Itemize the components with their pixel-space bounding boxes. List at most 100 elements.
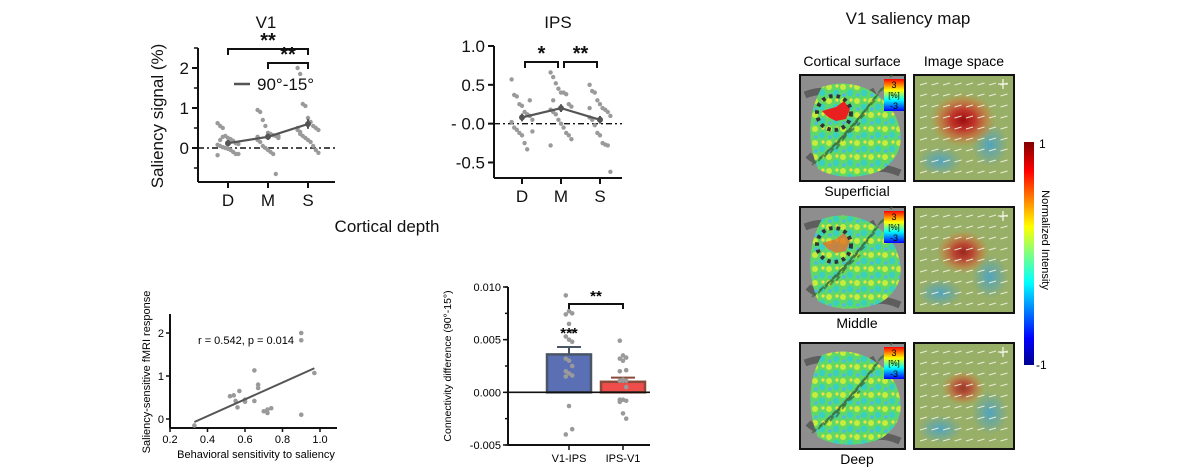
data-point [597,133,603,138]
orientation-bar [965,302,974,306]
orientation-bar [1000,148,1008,152]
orientation-bar [942,372,951,376]
data-point [569,328,575,334]
orientation-bar [1000,93,1008,97]
orientation-bar [931,159,939,163]
v1-ylabel: Saliency signal (%) [148,44,167,189]
orientation-bar [977,302,985,306]
map-title: V1 saliency map [846,9,971,28]
y-tick-label: 1 [180,99,189,118]
orientation-bar [942,427,951,431]
data-point [192,423,197,428]
orientation-bar [965,236,974,240]
orientation-bar [965,170,974,174]
depth-label: Middle [836,315,877,331]
orientation-bar [931,104,939,108]
corr-fit [193,367,315,423]
orientation-bar [977,104,985,108]
orientation-bar [954,148,962,152]
orientation-bar [942,350,951,354]
orientation-bar [931,383,939,387]
data-point [608,169,613,174]
orientation-bar [919,361,928,365]
orientation-bar [988,247,997,251]
orientation-bar [954,416,962,420]
activation-hotspot [822,233,850,253]
orientation-bar [954,137,962,141]
orientation-bar [942,159,951,163]
y-tick-label: -0.005 [470,440,501,452]
orientation-bar [988,236,997,240]
orientation-bar [942,258,951,262]
data-point [563,432,569,437]
corr-dots [192,330,317,428]
data-point [237,388,242,394]
y-tick-label: 1.0 [461,37,485,56]
orientation-bar [965,438,974,442]
orientation-bar [977,82,985,86]
ips-dots [509,70,613,174]
data-point [592,123,597,128]
orientation-bar [988,302,997,306]
orientation-bar [931,126,939,130]
orientation-bar [942,291,951,295]
ips-title: IPS [544,13,571,32]
data-point [617,399,623,405]
data-point [258,109,263,115]
data-point [623,416,629,421]
orientation-bar [988,170,997,174]
data-point [305,115,311,121]
x-tick-label: 0.6 [237,434,252,446]
y-tick-label: 0 [180,139,189,158]
x-tick-label: 1.0 [312,434,327,446]
data-point [563,312,569,317]
orientation-bar [931,93,939,97]
orientation-bar [988,225,997,229]
orientation-bar [919,126,928,130]
data-point [569,311,575,316]
bar-annotations: ***** [560,288,624,342]
data-point [623,367,629,373]
orientation-bar [1000,302,1008,306]
x-tick-label: V1-IPS [552,453,587,465]
corr-ylabel: Saliency-sensitive fMRI response [141,291,153,454]
cool-region [972,391,1008,435]
data-point [561,125,566,130]
orientation-bar [1000,269,1008,273]
orientation-bar [977,269,985,273]
orientation-bar [1000,247,1008,251]
orientation-bar [977,291,985,295]
saliency-hotspot [929,92,997,148]
orientation-bar [965,416,974,420]
orientation-bar [919,104,928,108]
activation-hotspot [822,101,850,121]
orientation-bar [965,258,974,262]
orientation-bar [988,115,997,119]
orientation-bar [919,115,928,119]
significance-label: * [538,43,546,65]
orientation-bar [977,214,985,218]
orientation-bar [988,280,997,284]
orientation-bar [1000,280,1008,284]
orientation-bar [977,236,985,240]
data-point [623,355,629,360]
y-tick-label: - 0.0 [451,115,485,134]
orientation-bar [919,137,928,141]
orientation-bar [954,225,962,229]
data-point [569,136,574,142]
fixation-cross-icon [998,79,1008,89]
data-point [255,385,261,391]
data-point [265,410,270,416]
orientation-bar [977,258,985,262]
data-point [255,382,261,387]
orientation-bar [942,93,951,97]
orientation-bar [931,438,939,442]
data-point [566,358,572,364]
orientation-bar [965,93,974,97]
orientation-bar [919,82,928,86]
data-point [563,334,569,339]
data-point [553,81,558,86]
orientation-bar [988,93,997,97]
orientation-bar [942,405,951,409]
orientation-bar [931,214,939,218]
